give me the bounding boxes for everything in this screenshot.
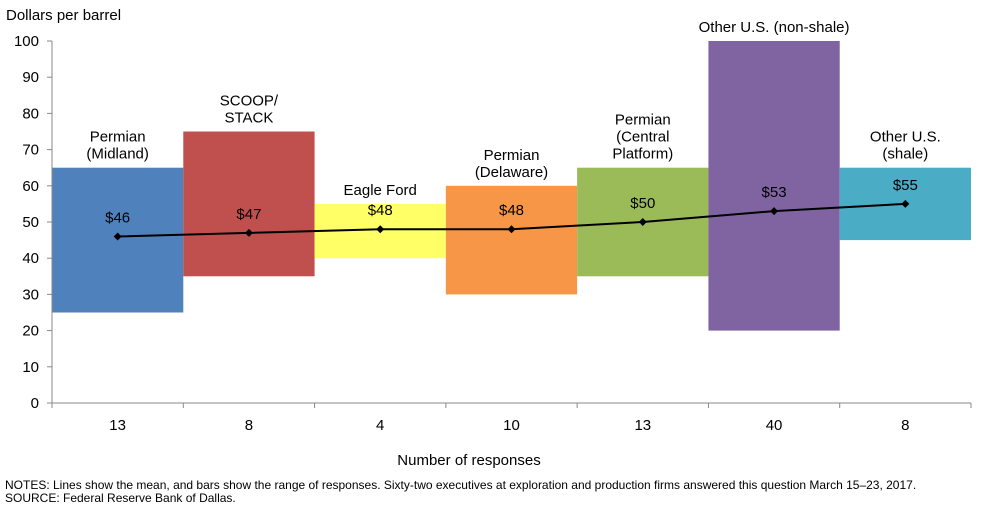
y-tick-label: 50: [22, 214, 39, 231]
y-tick-label: 90: [22, 69, 39, 86]
category-name-label: (Midland): [86, 146, 149, 163]
mean-value-label: $55: [893, 177, 918, 194]
response-count-label: 13: [634, 417, 651, 434]
mean-value-label: $47: [236, 206, 261, 223]
mean-value-label: $50: [630, 195, 655, 212]
category-name-label: Permian: [615, 112, 671, 129]
y-tick-label: 30: [22, 286, 39, 303]
x-axis-title: Number of responses: [397, 452, 540, 469]
mean-marker: [376, 225, 385, 234]
mean-marker: [113, 232, 122, 241]
category-name-label: Other U.S.: [870, 129, 941, 146]
response-count-label: 10: [503, 417, 520, 434]
y-tick-label: 0: [31, 395, 39, 412]
range-bar: [183, 131, 315, 277]
category-name-label: (shale): [882, 146, 928, 163]
source-text: SOURCE: Federal Reserve Bank of Dallas.: [5, 491, 236, 505]
mean-value-label: $53: [762, 184, 787, 201]
response-count-label: 4: [376, 417, 384, 434]
range-bar: [445, 185, 578, 295]
mean-value-label: $48: [368, 202, 393, 219]
category-name-label: (Delaware): [475, 164, 548, 181]
category-name-label: STACK: [224, 110, 273, 127]
labels: 0102030405060708090100$46Permian(Midland…: [14, 19, 941, 434]
y-tick-label: 70: [22, 142, 39, 159]
response-count-label: 8: [245, 417, 253, 434]
mean-marker: [244, 228, 253, 237]
mean-value-label: $46: [105, 209, 130, 226]
y-tick-label: 100: [14, 33, 39, 50]
category-name-label: Permian: [484, 147, 540, 164]
range-bars: [52, 41, 971, 331]
mean-marker: [901, 199, 910, 208]
category-name-label: Permian: [90, 129, 146, 146]
notes-text: NOTES: Lines show the mean, and bars sho…: [5, 478, 917, 492]
mean-value-label: $48: [499, 202, 524, 219]
category-name-label: SCOOP/: [220, 93, 279, 110]
category-name-label: Eagle Ford: [344, 182, 417, 199]
axes: [47, 40, 972, 408]
category-name-label: Platform): [612, 146, 673, 163]
response-count-label: 8: [901, 417, 909, 434]
y-tick-label: 20: [22, 323, 39, 340]
category-name-label: Other U.S. (non-shale): [699, 19, 850, 36]
y-axis-title: Dollars per barrel: [6, 7, 121, 24]
mean-marker: [770, 207, 779, 216]
y-tick-label: 10: [22, 359, 39, 376]
y-tick-label: 40: [22, 250, 39, 267]
category-name-label: (Central: [616, 129, 669, 146]
response-count-label: 13: [109, 417, 126, 434]
y-tick-label: 80: [22, 105, 39, 122]
range-bar: [708, 41, 840, 331]
range-bar-chart: Dollars per barrel 0 10 20 30 40 50 60 70 80 90 10…: [6, 7, 972, 469]
chart-notes: NOTES: Lines show the mean, and bars sho…: [5, 479, 981, 505]
response-count-label: 40: [766, 417, 783, 434]
mean-marker: [638, 218, 647, 226]
y-tick-label: 60: [22, 178, 39, 195]
mean-line: [113, 199, 910, 241]
mean-marker: [507, 225, 516, 234]
